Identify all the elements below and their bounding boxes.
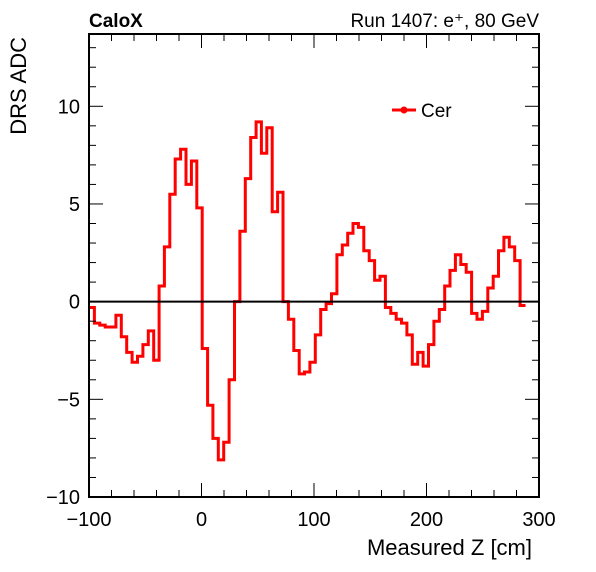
x-tick-label: −100 (66, 509, 111, 531)
x-tick-label: 200 (410, 509, 443, 531)
plot-frame (88, 33, 540, 498)
x-tick-label: 100 (297, 509, 330, 531)
series-line-cer (89, 120, 526, 462)
x-tick-label: 300 (522, 509, 555, 531)
legend-marker-cer (400, 106, 408, 114)
y-tick-label: −5 (57, 389, 80, 411)
x-axis-label: Measured Z [cm] (367, 535, 532, 560)
header-right: Run 1407: e⁺, 80 GeV (350, 11, 539, 32)
y-tick-label: −10 (46, 487, 80, 509)
histogram (89, 120, 526, 462)
axis-ticks (88, 34, 540, 498)
y-tick-label: 10 (58, 96, 80, 118)
y-tick-labels: −10 −5 0 5 10 (46, 96, 80, 509)
y-axis-label: DRS ADC (6, 37, 31, 135)
legend-label-cer: Cer (421, 101, 452, 122)
header-left: CaloX (89, 11, 143, 32)
legend: Cer (392, 101, 452, 122)
y-tick-label: 0 (69, 292, 80, 314)
x-tick-labels: −100 0 100 200 300 (66, 509, 555, 531)
x-tick-label: 0 (196, 509, 207, 531)
y-tick-label: 5 (69, 194, 80, 216)
